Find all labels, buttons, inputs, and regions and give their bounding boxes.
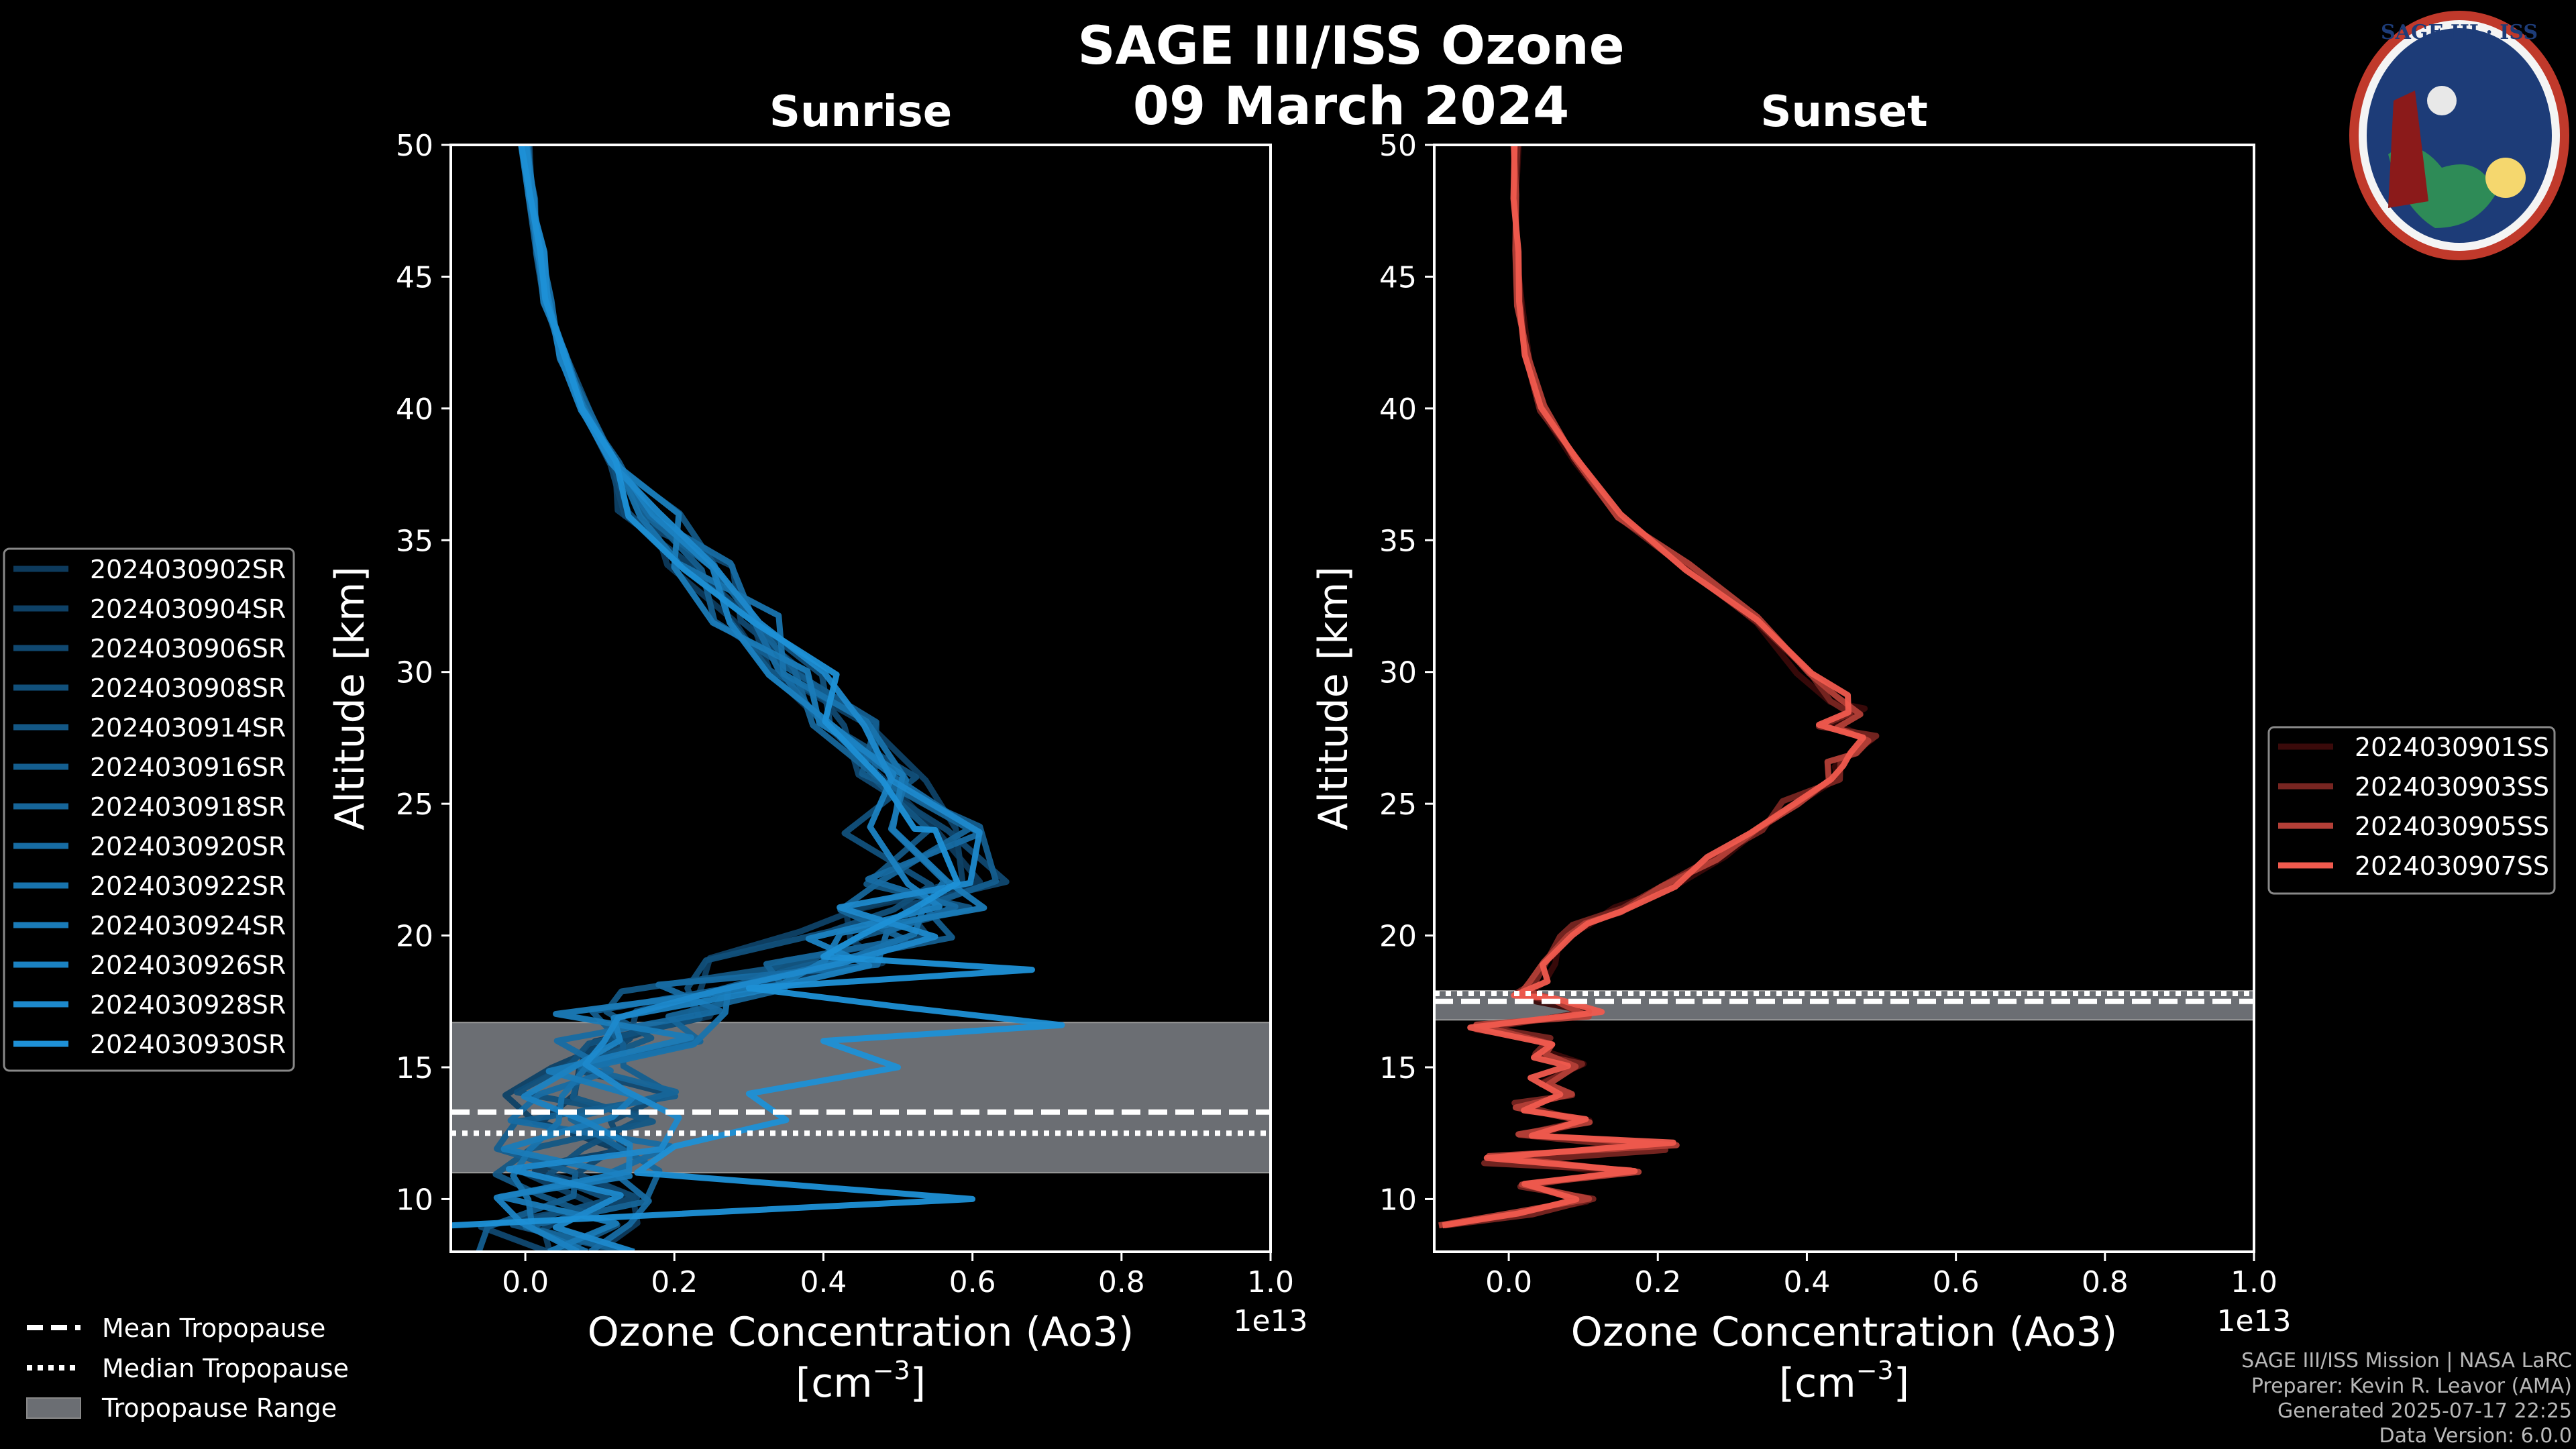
- sunset-legend-frame: [2267, 726, 2556, 895]
- sunrise-panel: 0.0 0.2 0.4 0.6 0.8 1.0 10 15 20 25 30 35 40 45 50 1e13…: [327, 87, 1308, 1407]
- sunset-legend-label: 2024030901SS: [2355, 733, 2549, 762]
- sunset-ylabel: Altitude [km]: [1310, 566, 1357, 830]
- sunrise-ytick-label: 50: [396, 129, 433, 163]
- sunset-series-group: [1438, 145, 1880, 1229]
- sunset-xtick-label: 0.4: [1783, 1265, 1830, 1299]
- sunset-xtick-label: 0.0: [1485, 1265, 1532, 1299]
- sunrise-legend-label: 2024030916SR: [90, 753, 286, 782]
- sunrise-ytick-label: 40: [396, 392, 433, 427]
- sunrise-legend-label: 2024030918SR: [90, 792, 286, 822]
- sunrise-xtick-label: 0.6: [949, 1265, 996, 1299]
- sunrise-ylabel: Altitude [km]: [327, 566, 374, 830]
- sunrise-xlabel: Ozone Concentration (Ao3): [588, 1309, 1134, 1356]
- sunset-xtick-label: 0.6: [1933, 1265, 1980, 1299]
- logo-moon: [2427, 86, 2457, 115]
- tropopause-range-swatch: [26, 1397, 81, 1419]
- sunrise-ytick-label: 30: [396, 656, 433, 690]
- sunset-ytick-label: 45: [1379, 260, 1417, 294]
- sunrise-legend-label: 2024030926SR: [90, 951, 286, 980]
- logo-text: SAGE III · ISS: [2381, 21, 2538, 44]
- mission-logo: SAGE III · ISS: [2349, 11, 2569, 260]
- sunrise-legend-label: 2024030930SR: [90, 1030, 286, 1059]
- sunrise-ytick-label: 45: [396, 260, 433, 294]
- sunrise-series-2024030930SR: [451, 145, 1065, 1229]
- sunset-xtick-label: 1.0: [2231, 1265, 2277, 1299]
- sunset-legend-label: 2024030903SS: [2355, 772, 2549, 802]
- sunrise-xlabel-unit: [cm−3]: [796, 1356, 926, 1407]
- credits: SAGE III/ISS Mission | NASA LaRC Prepare…: [2241, 1349, 2572, 1448]
- sunset-xtick-label: 0.2: [1634, 1265, 1681, 1299]
- sunrise-ytick-label: 20: [396, 920, 433, 954]
- sunrise-ytick-label: 10: [396, 1183, 433, 1217]
- tropopause-range-label: Tropopause Range: [101, 1393, 337, 1423]
- sunrise-legend-label: 2024030928SR: [90, 990, 286, 1020]
- credit-preparer: Preparer: Kevin R. Leavor (AMA): [2251, 1375, 2572, 1398]
- sunrise-legend-label: 2024030908SR: [90, 674, 286, 703]
- credit-version: Data Version: 6.0.0: [2379, 1424, 2572, 1448]
- sunset-legend-label: 2024030905SS: [2355, 812, 2549, 841]
- median-tropopause-label: Median Tropopause: [102, 1354, 349, 1383]
- sunset-xlabel-unit: [cm−3]: [1779, 1356, 1909, 1407]
- sunset-xtick-label: 0.8: [2082, 1265, 2129, 1299]
- sunset-axes-frame: [1433, 144, 2255, 1253]
- sunrise-legend-label: 2024030906SR: [90, 634, 286, 663]
- sunrise-panel-title: Sunrise: [769, 87, 952, 137]
- credit-mission: SAGE III/ISS Mission | NASA LaRC: [2241, 1349, 2572, 1373]
- sunrise-legend: 2024030902SR 2024030904SR 2024030906SR 2024…: [3, 547, 295, 1072]
- sunrise-legend-label: 2024030922SR: [90, 871, 286, 901]
- sunset-ytick-label: 25: [1379, 788, 1417, 822]
- sunset-ytick-label: 15: [1379, 1051, 1417, 1085]
- sunset-x-offset-label: 1e13: [2216, 1304, 2291, 1338]
- sunset-ytick-label: 50: [1379, 129, 1417, 163]
- sunrise-legend-label: 2024030920SR: [90, 832, 286, 861]
- sunrise-legend-frame: [3, 547, 295, 1072]
- sunrise-legend-label: 2024030902SR: [90, 555, 286, 584]
- sunrise-xtick-label: 0.2: [651, 1265, 698, 1299]
- logo-sun: [2485, 158, 2526, 198]
- sunset-ytick-label: 10: [1379, 1183, 1417, 1217]
- sunset-ytick-label: 20: [1379, 920, 1417, 954]
- sunrise-xtick-label: 1.0: [1247, 1265, 1294, 1299]
- sunset-series-2024030907SS: [1442, 145, 1866, 1229]
- figure-title-line1: SAGE III/ISS Ozone: [1077, 16, 1624, 76]
- sunset-legend-label: 2024030907SS: [2355, 851, 2549, 881]
- sunset-panel-title: Sunset: [1760, 87, 1927, 137]
- sunrise-legend-label: 2024030924SR: [90, 911, 286, 941]
- sunrise-ytick-label: 15: [396, 1051, 433, 1085]
- sunrise-xtick-label: 0.4: [800, 1265, 847, 1299]
- sunset-xlabel: Ozone Concentration (Ao3): [1571, 1309, 2118, 1356]
- sunrise-legend-label: 2024030904SR: [90, 594, 286, 624]
- tropopause-legend: Mean Tropopause Median Tropopause Tropop…: [26, 1313, 349, 1423]
- sunrise-xtick-label: 0.0: [502, 1265, 549, 1299]
- sunrise-ytick-label: 35: [396, 524, 433, 558]
- sunset-panel: 0.0 0.2 0.4 0.6 0.8 1.0 10 15 20 25 30 35 40 45 50 1e13…: [1310, 87, 2292, 1407]
- sunset-legend: 2024030901SS 2024030903SS 2024030905SS 2024…: [2267, 726, 2556, 895]
- mean-tropopause-label: Mean Tropopause: [102, 1313, 325, 1343]
- sunset-ytick-label: 35: [1379, 524, 1417, 558]
- logo-figure-robe: [2388, 91, 2428, 208]
- sunrise-ytick-label: 25: [396, 788, 433, 822]
- credit-generated: Generated 2025-07-17 22:25: [2277, 1399, 2572, 1423]
- sunrise-xtick-label: 0.8: [1098, 1265, 1145, 1299]
- sunrise-axes-frame: [449, 144, 1272, 1253]
- sunset-ytick-label: 30: [1379, 656, 1417, 690]
- figure-title-line2: 09 March 2024: [1133, 76, 1569, 137]
- sunset-ytick-label: 40: [1379, 392, 1417, 427]
- sunrise-x-offset-label: 1e13: [1233, 1304, 1307, 1338]
- sunrise-legend-label: 2024030914SR: [90, 713, 286, 743]
